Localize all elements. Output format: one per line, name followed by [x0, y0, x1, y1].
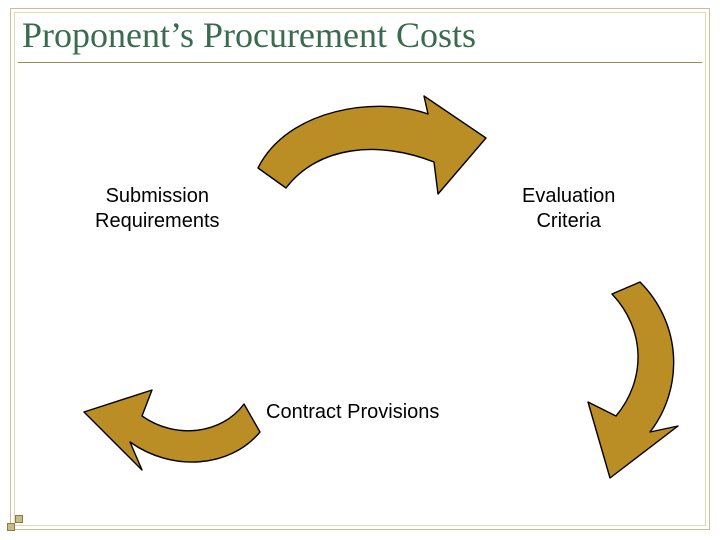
- cycle-arrow-top: [228, 90, 488, 200]
- title-underline: [18, 62, 702, 63]
- cycle-arrow-top-path: [258, 96, 486, 194]
- label-bottom-line1: Contract Provisions: [266, 401, 439, 423]
- label-submission-requirements: Submission Requirements: [95, 184, 220, 234]
- label-left-line2: Requirements: [95, 210, 220, 232]
- label-right-line1: Evaluation: [522, 185, 615, 207]
- label-contract-provisions: Contract Provisions: [266, 400, 439, 425]
- cycle-arrow-right-path: [588, 282, 678, 478]
- cycle-arrow-left: [80, 300, 280, 480]
- label-right-line2: Criteria: [536, 210, 600, 232]
- cycle-arrow-right: [500, 268, 690, 478]
- page-title: Proponent’s Procurement Costs: [22, 14, 476, 56]
- cycle-arrow-left-path: [84, 390, 260, 470]
- label-evaluation-criteria: Evaluation Criteria: [522, 184, 615, 234]
- corner-dot-outer: [7, 523, 15, 531]
- corner-dot-inner: [15, 515, 23, 523]
- label-left-line1: Submission: [106, 185, 209, 207]
